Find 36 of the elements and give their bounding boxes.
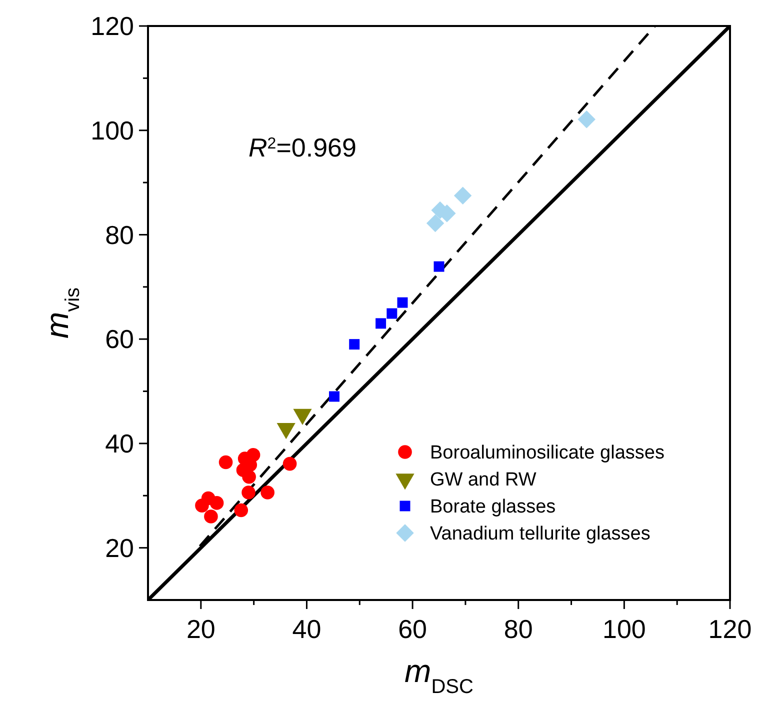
point bbox=[242, 486, 256, 500]
point bbox=[234, 503, 248, 518]
point bbox=[218, 455, 233, 470]
annotation: R$^{2}$=0.969 bbox=[248, 132, 356, 162]
legend-label: Borate glasses bbox=[430, 496, 556, 518]
x-tick-label: 100 bbox=[602, 614, 646, 644]
x-axis-title: m$_{DSC}$ bbox=[404, 653, 474, 698]
y-tick-label: 20 bbox=[105, 532, 134, 563]
x-tick-label: 120 bbox=[708, 614, 752, 644]
point bbox=[376, 318, 386, 329]
point bbox=[578, 110, 596, 128]
legend-label: GW and RW bbox=[430, 470, 536, 491]
point bbox=[426, 214, 444, 232]
legend-label: Vanadium tellurite glasses bbox=[430, 524, 650, 545]
point bbox=[349, 339, 360, 350]
point bbox=[434, 261, 444, 272]
x-tick-label: 60 bbox=[398, 614, 428, 644]
y-tick-label: 80 bbox=[105, 220, 134, 250]
x-tick-label: 20 bbox=[186, 614, 216, 644]
legend-label: Boroaluminosilicate glasses bbox=[430, 442, 664, 464]
point bbox=[386, 308, 398, 319]
point bbox=[282, 456, 297, 471]
x-tick-label: 80 bbox=[504, 614, 533, 644]
point bbox=[204, 510, 218, 524]
x-tick-label: 40 bbox=[292, 614, 322, 644]
point bbox=[195, 498, 209, 512]
point bbox=[454, 186, 472, 204]
point bbox=[397, 297, 408, 308]
point bbox=[242, 470, 256, 484]
point bbox=[260, 486, 274, 500]
point bbox=[328, 391, 340, 402]
point bbox=[210, 496, 224, 510]
y-tick-label: 60 bbox=[105, 324, 134, 354]
y-tick-label: 100 bbox=[90, 115, 134, 146]
y-tick-label: 40 bbox=[105, 428, 134, 459]
y-tick-label: 120 bbox=[90, 11, 134, 42]
